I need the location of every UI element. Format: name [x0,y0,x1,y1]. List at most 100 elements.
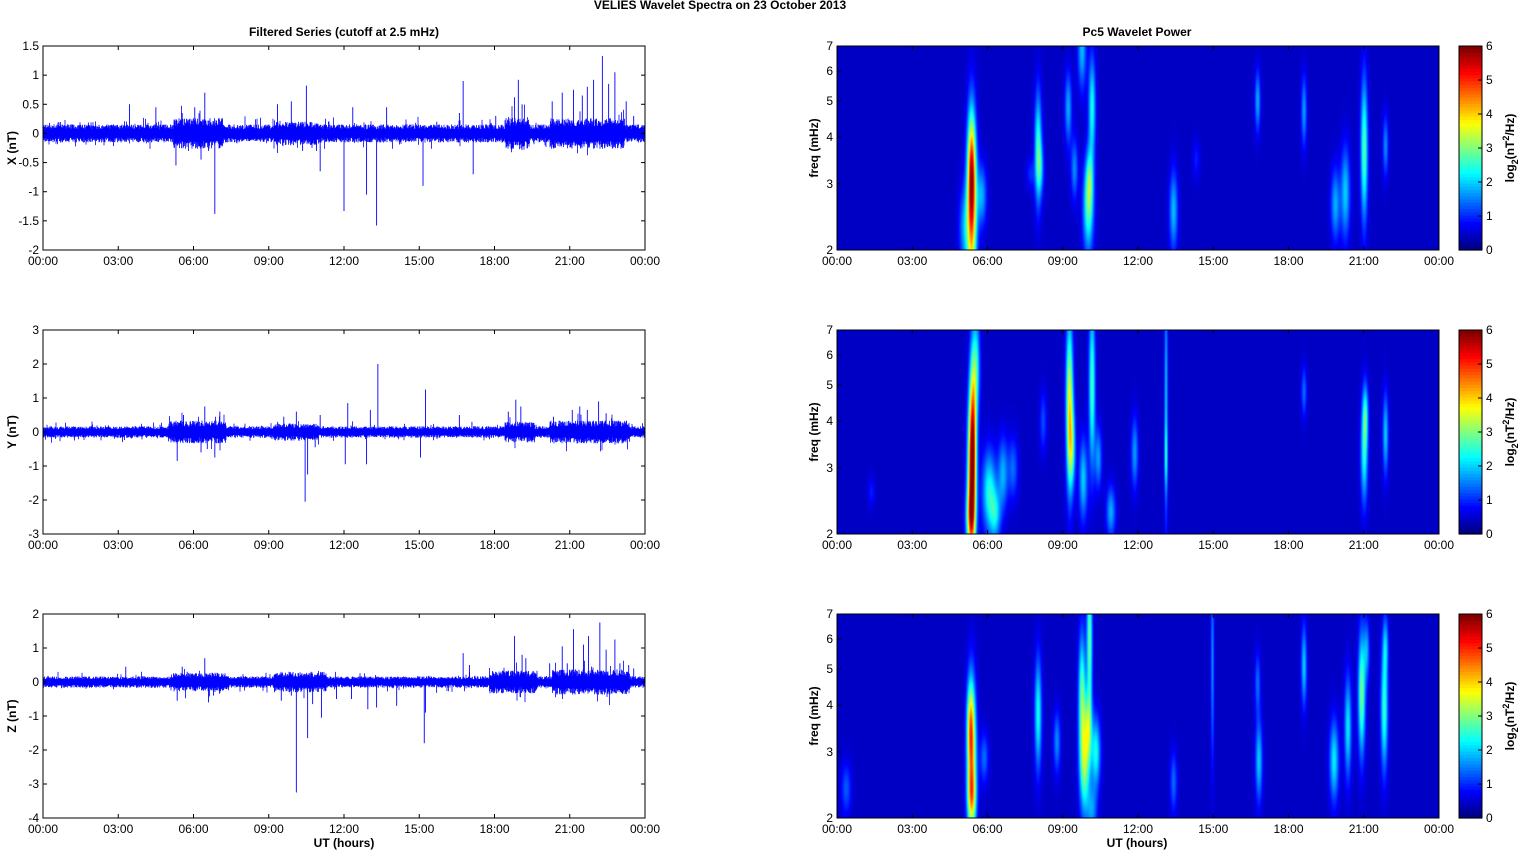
colorbar-segment [1459,690,1482,695]
y-tick-label: 5 [826,378,833,392]
colorbar-segment [1459,406,1482,411]
colorbar-segment [1459,176,1482,181]
colorbar-segment [1459,658,1482,663]
colorbar-segment [1459,444,1482,449]
colorbar-segment [1459,160,1482,165]
series-panel-y: -3 -2 -1 0 1 2 3 00:00 03:00 06:00 09:00 12:00 15:00… [5,323,660,552]
y-tick-label: 4 [826,414,833,428]
colorbar-segment [1459,167,1482,171]
y-tick-label: 4 [826,698,833,712]
colorbar-segment [1459,495,1482,500]
y-tick-label: -1.5 [18,214,39,228]
colorbar-segment [1459,693,1482,698]
colorbar-segment [1459,342,1482,347]
colorbar-segment [1459,700,1482,704]
y-tick-label: 2 [826,811,833,825]
colorbar-segment [1459,352,1482,357]
wavelet-x-tick-label: 00:00 [822,822,852,836]
wavelet-x-tick-label: 15:00 [1198,254,1228,268]
y-tick-label: 3 [826,461,833,475]
colorbar-segment [1459,163,1482,168]
left-x-axis-label: UT (hours) [314,836,375,850]
wavelet-x-tick-label: 06:00 [972,538,1002,552]
y-tick-label: 2 [826,243,833,257]
colorbar-segment [1459,128,1482,133]
colorbar-segment [1459,199,1482,203]
colorbar-segment [1459,81,1482,85]
series-x-tick-label: 12:00 [329,822,359,836]
y-tick-label: -1 [28,709,39,723]
colorbar-segment [1459,208,1482,213]
colorbar-segment [1459,677,1482,682]
colorbar-tick-label: 5 [1486,641,1493,655]
colorbar-segment [1459,521,1482,526]
left-column-title: Filtered Series (cutoff at 2.5 mHz) [249,25,439,39]
wavelet-x-tick-label: 06:00 [972,822,1002,836]
colorbar-tick-label: 6 [1486,323,1493,337]
colorbar-segment [1459,779,1482,784]
series-x-tick-label: 06:00 [178,254,208,268]
colorbar-segment [1459,649,1482,653]
colorbar-segment [1459,368,1482,373]
colorbar-segment [1459,617,1482,621]
colorbar-segment [1459,377,1482,382]
series-x-tick-label: 00:00 [28,538,58,552]
colorbar-segment [1459,390,1482,395]
y-tick-label: -4 [28,811,39,825]
colorbar-segment [1459,514,1482,519]
wavelet-x-tick-label: 12:00 [1123,538,1153,552]
series-x-tick-label: 15:00 [404,822,434,836]
colorbar-segment [1459,58,1482,63]
colorbar-segment [1459,479,1482,484]
colorbar-segment [1459,751,1482,755]
colorbar-segment [1459,237,1482,242]
chart-panels: -2 -1.5 -1 -0.5 0 0.5 1 1.5 00:00 03:00 06:00 09:00… [5,39,1520,836]
colorbar-segment [1459,387,1482,392]
y-tick-label: -2 [28,743,39,757]
colorbar-segment [1459,151,1482,155]
colorbar-segment [1459,814,1482,819]
colorbar-segment [1459,333,1482,337]
series-x-tick-label: 21:00 [555,538,585,552]
colorbar-segment [1459,530,1482,535]
colorbar-tick-label: 1 [1486,777,1493,791]
colorbar-segment [1459,77,1482,82]
plot-area [43,614,645,818]
colorbar-segment [1459,438,1482,443]
series-x-tick-label: 09:00 [254,538,284,552]
colorbar-segment [1459,805,1482,810]
y-tick-label: 4 [826,130,833,144]
wavelet-x-tick-label: 18:00 [1273,254,1303,268]
wavelet-x-tick-label: 12:00 [1123,254,1153,268]
colorbar-segment [1459,205,1482,210]
colorbar-segment [1459,636,1482,641]
colorbar-segment [1459,652,1482,657]
colorbar-segment [1459,358,1482,363]
colorbar-segment [1459,186,1482,191]
y-tick-label: 6 [826,64,833,78]
y-tick-label: 3 [826,177,833,191]
colorbar-segment [1459,227,1482,232]
colorbar-segment [1459,87,1482,92]
colorbar-segment [1459,135,1482,140]
wavelet-y-axis-label: freq (mHz) [807,118,821,177]
series-y-axis-label: Y (nT) [5,415,19,449]
colorbar-segment [1459,224,1482,229]
colorbar-segment [1459,661,1482,666]
colorbar-segment [1459,416,1482,420]
colorbar-segment [1459,90,1482,95]
colorbar-segment [1459,371,1482,376]
y-tick-label: -3 [28,777,39,791]
colorbar-segment [1459,703,1482,708]
y-tick-label: 0 [32,675,39,689]
colorbar-segment [1459,767,1482,771]
figure-title: VELIES Wavelet Spectra on 23 October 201… [594,0,847,12]
colorbar-label: log2(nT2/Hz) [1501,682,1520,751]
colorbar-segment [1459,93,1482,98]
colorbar-segment [1459,447,1482,452]
colorbar-segment [1459,668,1482,672]
series-x-tick-label: 06:00 [178,822,208,836]
colorbar-segment [1459,786,1482,790]
colorbar-tick-label: 3 [1486,141,1493,155]
colorbar-segment [1459,655,1482,660]
